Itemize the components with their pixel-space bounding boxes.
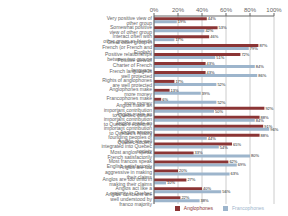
svg-text:43%: 43% <box>207 61 215 66</box>
svg-text:17%: 17% <box>175 37 183 42</box>
svg-text:42%: 42% <box>205 28 213 33</box>
svg-text:50%: 50% <box>215 109 223 114</box>
svg-text:84%: 84% <box>256 118 264 123</box>
svg-text:100%: 100% <box>266 7 282 13</box>
svg-text:56%: 56% <box>222 189 230 194</box>
svg-text:43%: 43% <box>207 70 215 75</box>
svg-text:84%: 84% <box>256 64 264 69</box>
svg-text:19%: 19% <box>178 19 186 24</box>
svg-text:65%: 65% <box>233 142 241 147</box>
svg-text:92%: 92% <box>265 106 273 111</box>
svg-text:53%: 53% <box>219 25 227 30</box>
svg-text:40%: 40% <box>196 7 209 13</box>
svg-text:96%: 96% <box>270 127 278 132</box>
svg-text:87%: 87% <box>259 43 267 48</box>
svg-text:54%: 54% <box>220 145 228 150</box>
svg-text:51%: 51% <box>216 55 224 60</box>
svg-text:80%: 80% <box>244 7 257 13</box>
svg-text:69%: 69% <box>238 162 246 167</box>
svg-text:0%: 0% <box>150 7 159 13</box>
svg-text:63%: 63% <box>231 171 239 176</box>
svg-text:60%: 60% <box>220 7 233 13</box>
svg-text:20%: 20% <box>179 168 187 173</box>
svg-text:44%: 44% <box>208 136 216 141</box>
svg-text:6%: 6% <box>162 97 168 102</box>
svg-text:46%: 46% <box>210 34 218 39</box>
svg-text:62%: 62% <box>229 159 237 164</box>
svg-text:39%: 39% <box>202 91 210 96</box>
svg-text:44%: 44% <box>208 16 216 21</box>
svg-text:10%: 10% <box>167 180 175 185</box>
svg-text:22%: 22% <box>181 195 189 200</box>
svg-text:33%: 33% <box>195 150 203 155</box>
svg-text:88%: 88% <box>261 133 269 138</box>
svg-text:17%: 17% <box>175 79 183 84</box>
svg-text:72%: 72% <box>241 52 249 57</box>
svg-text:20%: 20% <box>172 7 185 13</box>
svg-text:13%: 13% <box>171 88 179 93</box>
svg-text:52%: 52% <box>217 100 225 105</box>
svg-text:79%: 79% <box>250 46 258 51</box>
svg-text:80%: 80% <box>251 153 259 158</box>
svg-text:Anglos' concerns arewell under: Anglos' concerns arewell understood byfr… <box>105 191 152 207</box>
svg-text:27%: 27% <box>187 177 195 182</box>
svg-text:40%: 40% <box>203 186 211 191</box>
svg-text:38%: 38% <box>201 198 209 203</box>
svg-text:86%: 86% <box>258 73 266 78</box>
svg-text:52%: 52% <box>217 82 225 87</box>
